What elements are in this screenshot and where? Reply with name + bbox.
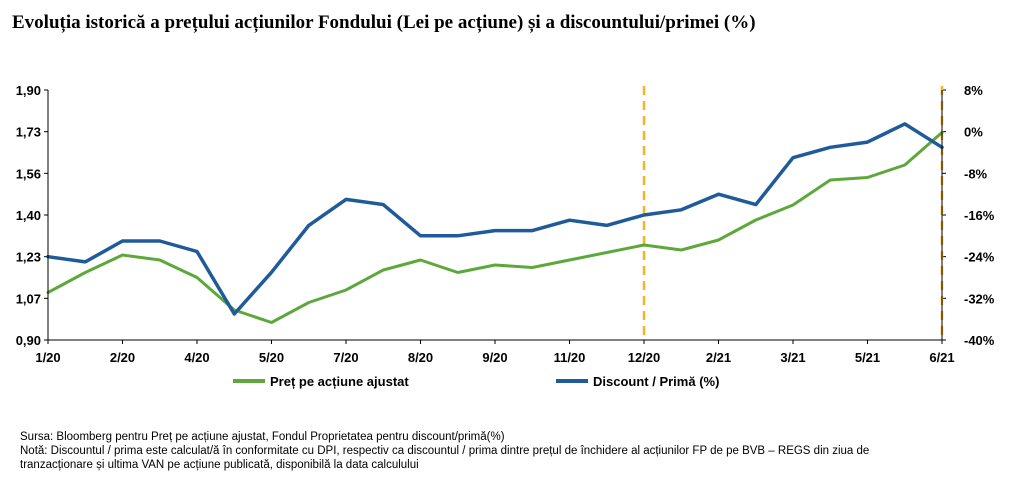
x-tick-label: 12/20 (628, 350, 661, 365)
x-tick-label: 1/20 (35, 350, 60, 365)
y-left-tick-label: 1,90 (16, 83, 41, 98)
x-tick-label: 3/21 (780, 350, 805, 365)
y-right-tick-label: -24% (964, 250, 995, 265)
chart-title: Evoluția istorică a prețului acțiunilor … (12, 12, 756, 33)
x-tick-label: 8/20 (408, 350, 433, 365)
x-tick-label: 9/20 (482, 350, 507, 365)
y-left-tick-label: 1,73 (16, 125, 41, 140)
y-left-tick-label: 0,90 (16, 333, 41, 348)
discount-series-line (46, 122, 944, 316)
y-right-tick-label: 8% (964, 83, 983, 98)
note-line-2: tranzacționare și ultima VAN pe acțiune … (20, 459, 419, 471)
x-tick-label: 2/21 (706, 350, 731, 365)
note-line-1: Notă: Discountul / prima este calculat/ă… (20, 445, 870, 457)
x-tick-label: 7/20 (333, 350, 358, 365)
x-tick-label: 6/21 (929, 350, 954, 365)
y-left-tick-label: 1,56 (16, 166, 41, 181)
y-left-tick-label: 1,40 (16, 208, 41, 223)
x-tick-label: 4/20 (184, 350, 209, 365)
y-left-tick-label: 1,07 (16, 291, 41, 306)
x-tick-label: 2/20 (110, 350, 135, 365)
legend-price-label: Preț pe acțiune ajustat (270, 374, 409, 389)
y-right-tick-label: -16% (964, 208, 995, 223)
legend-discount-label: Discount / Primă (%) (593, 374, 719, 389)
price-series-line (46, 131, 944, 324)
source-note: Sursa: Bloomberg pentru Preț pe acțiune … (20, 431, 505, 443)
x-tick-label: 11/20 (554, 350, 586, 365)
y-left-tick-label: 1,23 (16, 250, 41, 265)
x-tick-label: 5/21 (855, 350, 880, 365)
y-right-tick-label: -8% (964, 166, 988, 181)
x-tick-label: 5/20 (259, 350, 284, 365)
y-right-tick-label: -32% (964, 291, 995, 306)
y-right-tick-label: -40% (964, 333, 995, 348)
y-right-tick-label: 0% (964, 125, 983, 140)
